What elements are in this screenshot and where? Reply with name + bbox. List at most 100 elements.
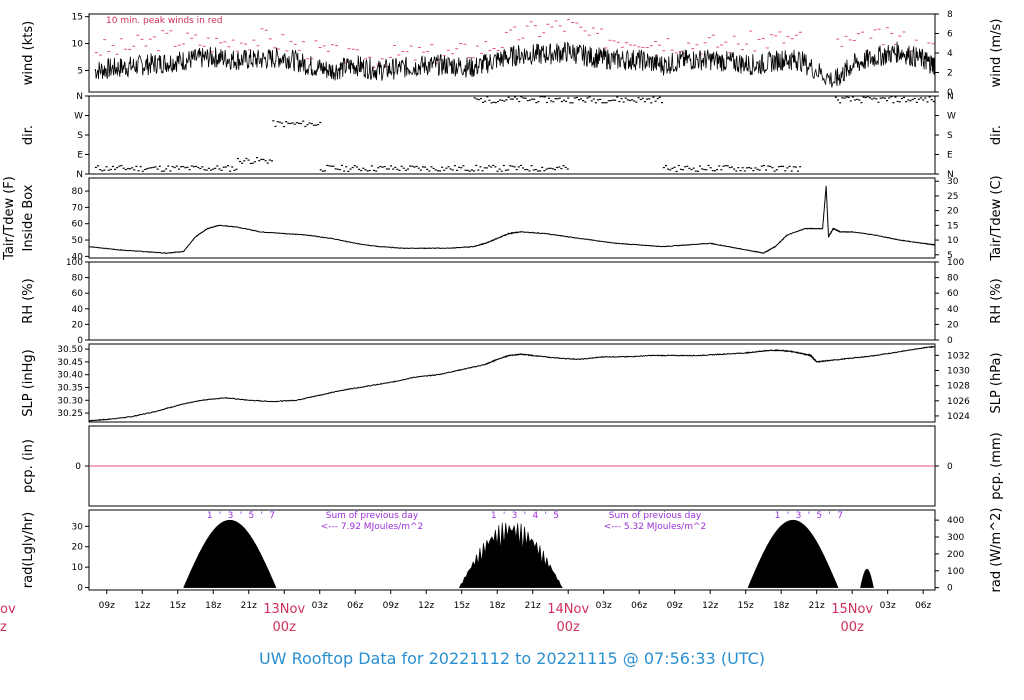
dir-point [554,98,557,100]
dir-point [673,166,676,168]
dir-point [930,99,933,101]
dir-point [629,99,632,102]
dir-point [788,165,791,167]
dir-point [445,167,448,169]
dir-point [385,168,388,170]
dir-point [888,97,891,99]
dir-point [839,102,842,104]
dir-point [233,169,236,171]
dir-point [873,97,876,99]
temp-right-tick-label: 10 [947,236,959,246]
dir-point [762,164,765,167]
rad-hour-mark: 1 [491,511,497,521]
dir-point [786,167,789,169]
dir-point [332,165,335,167]
slp-right-axis-label: SLP (hPa) [989,352,1004,413]
temp-left-tick-label: 40 [72,252,84,262]
dir-point [226,165,229,167]
dir-point [843,97,846,99]
dir-point [752,170,755,172]
dir-point [552,101,555,103]
dir-point [794,166,797,168]
dir-point [539,170,542,172]
date-marker-label: 13Nov [263,602,305,617]
dir-point [314,124,317,126]
dir-point [515,168,518,171]
dir-point [541,166,544,169]
dir-point [707,164,710,167]
dir-point [492,101,495,103]
dir-point [648,98,651,100]
dir-point [703,168,706,171]
temp-right-tick-label: 20 [947,207,959,217]
dir-point [575,96,578,99]
wind-left-tick-label: 5 [77,66,83,76]
dir-right-tick-label: E [947,151,953,161]
dir-point [443,169,446,171]
dir-point [722,165,725,167]
dir-point [903,96,906,99]
dir-point [306,124,309,126]
dir-point [917,98,920,100]
dir-point [556,166,559,169]
dir-point [280,122,283,124]
dir-point [548,97,551,99]
dir-point [660,101,663,104]
dir-point [160,170,163,172]
dir-point [256,157,259,159]
rh-left-tick-label: 20 [72,320,84,330]
slp-panel-frame [88,343,936,423]
dir-point [524,97,527,99]
dir-point [528,99,531,101]
dir-point [501,99,504,101]
slp-right-tick-label: 1026 [947,397,970,407]
dir-point [152,166,155,168]
rad-sum-note-value: <--- 5.32 MJoules/m^2 [604,522,706,532]
rad-hour-mark: ' [219,511,221,521]
dir-point [122,167,125,169]
dir-point [180,166,183,168]
dir-point [432,167,435,170]
dir-point [283,125,286,128]
dir-point [163,170,166,172]
dir-point [639,98,642,101]
rad-hour-mark: 3 [228,511,234,521]
dir-point [417,167,420,169]
dir-point [652,96,655,98]
rh-right-tick-label: 40 [947,305,959,315]
dir-point [566,168,569,170]
dir-point [235,168,238,170]
dir-point [545,101,548,104]
wind-series-line [94,41,936,88]
dir-point [677,164,680,167]
dir-point [614,99,617,101]
dir-point [494,166,497,168]
dir-point [558,97,561,99]
dir-point [907,99,910,101]
dir-point [626,99,629,101]
dir-point [224,166,227,168]
rad-hour-mark: ' [544,511,546,521]
dir-point [688,167,691,169]
rad-hour-mark: 5 [248,511,254,521]
dir-point [522,167,525,169]
dir-point [564,166,567,169]
dir-point [790,170,793,172]
dir-point [274,125,277,128]
dir-point [364,169,367,171]
wind-left-axis-label: wind (kts) [21,21,36,85]
dir-right-tick-label: N [947,170,954,180]
dir-point [664,165,667,167]
dir-point [694,170,697,172]
dir-point [792,166,795,168]
dir-point [375,170,378,172]
dir-point [186,166,189,168]
dir-point [114,168,117,170]
dir-right-tick-label: N [947,92,954,102]
dir-point [165,168,168,170]
time-tick-label: 03z [596,601,612,611]
dir-point [239,160,242,163]
dir-point [400,165,403,167]
dir-point [502,164,505,167]
rh-left-tick-label: 80 [72,274,84,284]
